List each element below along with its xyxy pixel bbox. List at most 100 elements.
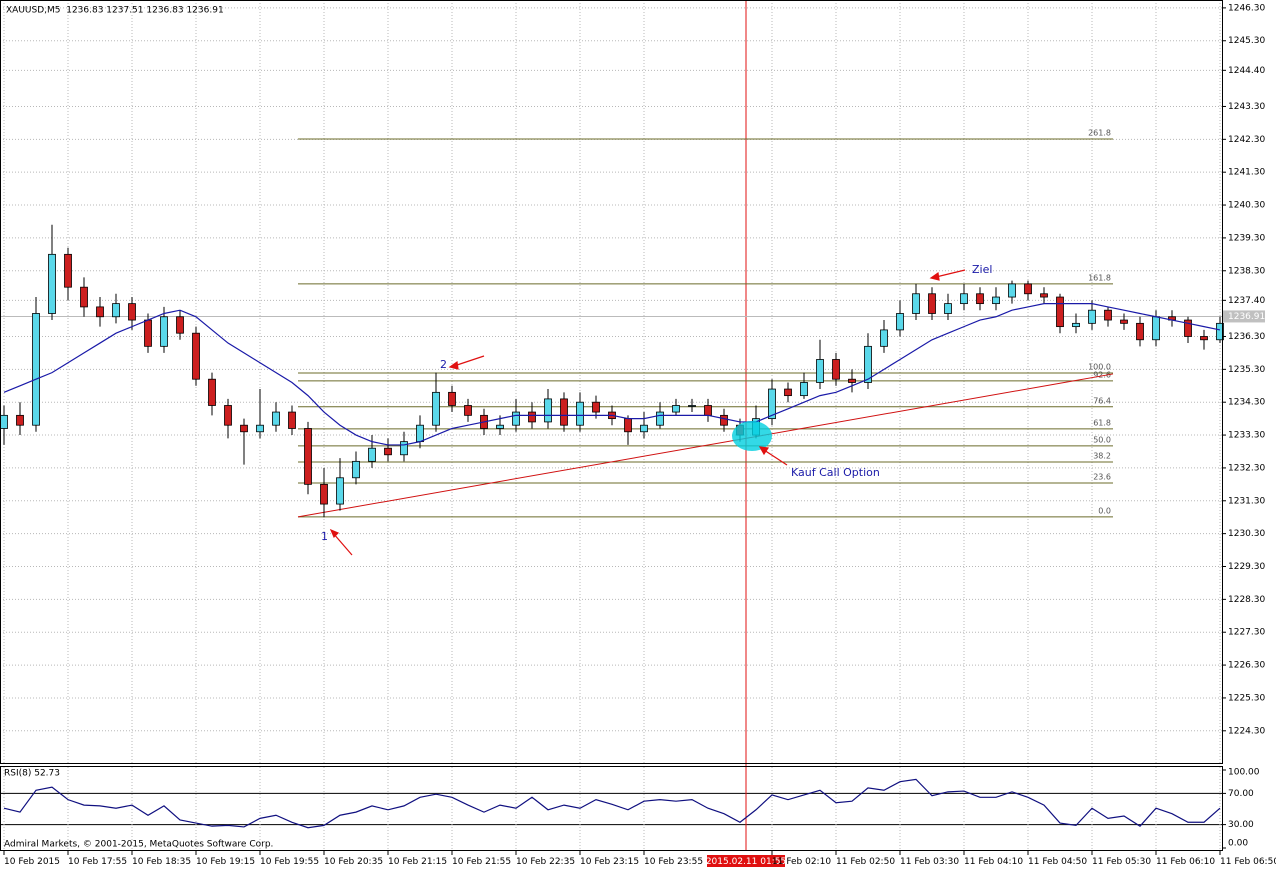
fib-label: 92.6: [1093, 370, 1111, 379]
candle-body: [96, 306, 104, 318]
y-tick-label: 1225.30: [1228, 693, 1265, 703]
y-tick-label: 100.00: [1228, 768, 1260, 778]
axes: 1246.30 1245.30 1244.40 1243.30 1242.30 1241.…: [3, 3, 1276, 867]
y-tick-label: 1230.30: [1228, 529, 1265, 539]
y-tick-label: 70.00: [1228, 789, 1254, 799]
candle-body: [528, 411, 536, 423]
rsi-label: RSI(8) 52.73: [4, 769, 60, 779]
candle-body: [1024, 283, 1032, 295]
candle-body: [1056, 296, 1064, 328]
candle-body: [576, 401, 584, 426]
candle-body: [688, 405, 696, 407]
fib-label: 161.8: [1088, 273, 1111, 282]
y-tick-label: 1231.30: [1228, 496, 1265, 506]
candle-body: [1200, 336, 1208, 341]
y-tick-label: 1240.30: [1228, 201, 1265, 211]
candle-body: [944, 303, 952, 314]
fib-label: 23.6: [1093, 473, 1111, 482]
y-tick-label: 1229.30: [1228, 562, 1265, 572]
arrow: [332, 532, 353, 556]
annotation: 1: [321, 530, 328, 543]
x-tick-label: 10 Feb 19:55: [260, 857, 319, 867]
candle-body: [320, 483, 328, 505]
fib-label: 76.4: [1093, 396, 1111, 405]
candle-body: [992, 296, 1000, 305]
annotation: 2: [440, 358, 447, 371]
arrow: [763, 449, 788, 466]
y-tick-label: 1236.30: [1228, 332, 1265, 342]
x-tick-label: 10 Feb 21:55: [452, 857, 511, 867]
y-tick-label: 1237.40: [1228, 296, 1265, 306]
y-tick-label: 1224.30: [1228, 726, 1265, 736]
last-price-label: 1236.91: [1228, 312, 1265, 322]
candle-body: [928, 293, 936, 314]
candle-body: [464, 405, 472, 416]
candle-body: [592, 401, 600, 413]
candle-body: [880, 329, 888, 347]
candle-body: [800, 382, 808, 397]
candle-body: [272, 411, 280, 426]
candle-body: [352, 460, 360, 479]
y-tick-label: 1234.30: [1228, 398, 1265, 408]
fib-label: 38.2: [1093, 452, 1111, 461]
candle-body: [368, 447, 376, 462]
y-tick-label: 1238.30: [1228, 266, 1265, 276]
candle-body: [784, 388, 792, 397]
main-frame: [0, 0, 1223, 764]
candle-body: [304, 428, 312, 485]
x-tick-label: 11 Feb 05:30: [1092, 857, 1151, 867]
candle-body: [0, 414, 8, 429]
candle-body: [128, 303, 136, 321]
x-tick-label: 10 Feb 19:15: [196, 857, 255, 867]
x-tick-label: 10 Feb 21:15: [388, 857, 447, 867]
y-tick-label: 1244.40: [1228, 66, 1265, 76]
arrows: [329, 269, 966, 556]
y-tick-label: 1228.30: [1228, 595, 1265, 605]
moving-average: [3, 303, 1221, 446]
candle-body: [192, 332, 200, 380]
x-tick-label: 11 Feb 04:50: [1028, 857, 1087, 867]
candle-body: [400, 441, 408, 456]
candle-body: [16, 414, 24, 426]
candle-body: [1216, 322, 1224, 341]
candle-body: [1104, 309, 1112, 321]
fib-label: 261.8: [1088, 128, 1111, 137]
candle-body: [256, 424, 264, 433]
y-tick-label: 1232.30: [1228, 463, 1265, 473]
candle-body: [1040, 293, 1048, 298]
chart-title: XAUUSD,M5 1236.83 1237.51 1236.83 1236.9…: [6, 6, 224, 16]
x-tick-label: 11 Feb 06:50: [1220, 857, 1276, 867]
candle-body: [560, 398, 568, 426]
rsi-frame: [0, 766, 1223, 851]
candle-body: [32, 313, 40, 426]
candle-body: [416, 424, 424, 443]
candle-body: [1136, 322, 1144, 341]
crosshair-label-box: [707, 855, 785, 867]
candle-body: [864, 345, 872, 383]
candle-body: [624, 418, 632, 433]
candle-body: [512, 411, 520, 426]
x-tick-label: 10 Feb 17:55: [68, 857, 127, 867]
candle-body: [1184, 319, 1192, 337]
candle-body: [832, 359, 840, 380]
crosshair-label: 2015.02.11 01:55: [706, 857, 786, 867]
x-tick-label: 11 Feb 04:10: [964, 857, 1023, 867]
candle-body: [432, 391, 440, 426]
x-tick-label: 11 Feb 02:50: [836, 857, 895, 867]
y-tick-label: 1226.30: [1228, 661, 1265, 671]
y-tick-label: 1246.30: [1228, 3, 1265, 13]
candle-body: [976, 293, 984, 305]
y-tick-label: 1242.30: [1228, 135, 1265, 145]
y-tick-label: 1227.30: [1228, 628, 1265, 638]
y-tick-label: 1233.30: [1228, 431, 1265, 441]
candle-body: [896, 313, 904, 331]
x-tick-label: 10 Feb 2015: [4, 857, 60, 867]
x-tick-label: 10 Feb 23:55: [644, 857, 703, 867]
y-tick-label: 1239.30: [1228, 233, 1265, 243]
fib-label: 61.8: [1093, 418, 1111, 427]
last-price-box: [1223, 310, 1265, 323]
y-tick-label: 30.00: [1228, 820, 1254, 830]
candle-body: [720, 414, 728, 426]
candle-body: [1072, 322, 1080, 328]
